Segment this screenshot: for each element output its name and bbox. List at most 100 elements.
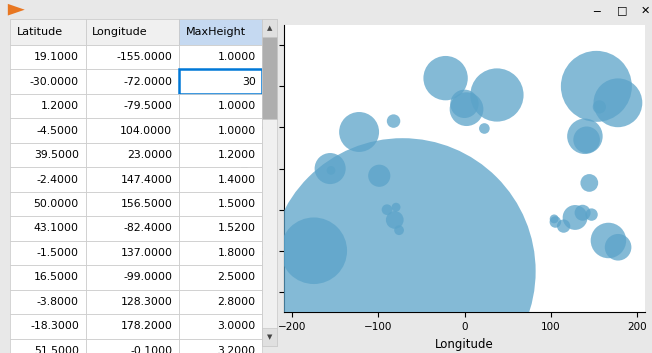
Text: 23.0000: 23.0000 (127, 150, 172, 160)
Bar (179, 265, 262, 290)
Bar (179, 192, 262, 216)
Bar (10, 290, 85, 314)
Point (594, 104, 604, 110)
Bar (85, 314, 179, 339)
Text: 43.1000: 43.1000 (34, 223, 79, 233)
Bar (10, 167, 85, 192)
Bar (179, 69, 262, 94)
Bar (262, 19, 277, 37)
Text: 50.0000: 50.0000 (34, 199, 79, 209)
Text: 2.8000: 2.8000 (218, 297, 256, 307)
Bar (85, 69, 179, 94)
Point (582, 137, 592, 143)
Text: MaxHeight: MaxHeight (186, 27, 246, 37)
Bar (10, 314, 85, 339)
Point (584, 180, 595, 186)
Text: Longitude: Longitude (92, 27, 148, 37)
Bar (262, 37, 277, 119)
Bar (85, 339, 179, 353)
Text: -0.1000: -0.1000 (130, 346, 172, 353)
Y-axis label: Latitude: Latitude (237, 144, 250, 193)
Bar (85, 118, 179, 143)
Text: ─: ─ (593, 6, 600, 16)
Bar (85, 241, 179, 265)
Text: 1.5000: 1.5000 (218, 199, 256, 209)
Bar (10, 143, 85, 167)
Bar (262, 19, 277, 346)
Text: 1.0000: 1.0000 (218, 101, 256, 111)
Text: -2.4000: -2.4000 (37, 174, 79, 185)
Point (391, 204, 401, 210)
Point (382, 207, 393, 213)
Text: Latitude: Latitude (16, 27, 63, 37)
Point (374, 173, 385, 179)
Text: ▼: ▼ (267, 334, 273, 340)
Text: -1.5000: -1.5000 (37, 248, 79, 258)
Text: 3.0000: 3.0000 (218, 321, 256, 331)
Bar (85, 167, 179, 192)
Text: ▲: ▲ (267, 25, 273, 31)
Bar (179, 216, 262, 241)
Bar (179, 241, 262, 265)
Text: 1.5200: 1.5200 (218, 223, 256, 233)
Bar (85, 290, 179, 314)
Text: -4.5000: -4.5000 (37, 126, 79, 136)
Point (394, 227, 404, 233)
Bar (179, 290, 262, 314)
Point (558, 223, 569, 229)
Bar (10, 216, 85, 241)
Text: 156.5000: 156.5000 (121, 199, 172, 209)
Bar (179, 339, 262, 353)
Bar (85, 265, 179, 290)
Text: 30: 30 (242, 77, 256, 86)
Point (326, 168, 336, 173)
Text: 2.5000: 2.5000 (218, 273, 256, 282)
Text: -3.8000: -3.8000 (37, 297, 79, 307)
Point (570, 215, 580, 220)
Text: 104.0000: 104.0000 (120, 126, 172, 136)
Text: 1.4000: 1.4000 (218, 174, 256, 185)
Text: 147.4000: 147.4000 (121, 174, 172, 185)
Point (479, 126, 490, 131)
Bar (85, 143, 179, 167)
Point (389, 118, 399, 124)
Text: 137.0000: 137.0000 (121, 248, 172, 258)
Bar (10, 241, 85, 265)
Point (578, 210, 588, 216)
Text: 178.2000: 178.2000 (121, 321, 172, 331)
Polygon shape (8, 4, 25, 16)
Bar (179, 94, 262, 118)
Point (586, 212, 597, 217)
Point (492, 92, 502, 98)
Point (397, 269, 408, 274)
Text: 3.2000: 3.2000 (218, 346, 256, 353)
Bar (10, 118, 85, 143)
Bar (10, 69, 85, 94)
Point (603, 238, 614, 243)
Bar (10, 265, 85, 290)
Text: ✕: ✕ (641, 6, 650, 16)
Bar (10, 339, 85, 353)
Text: -155.0000: -155.0000 (117, 52, 172, 62)
Point (591, 84, 602, 89)
Text: -99.0000: -99.0000 (123, 273, 172, 282)
Text: 19.1000: 19.1000 (34, 52, 79, 62)
Text: 128.3000: 128.3000 (121, 297, 172, 307)
Point (354, 129, 364, 135)
Text: 1.0000: 1.0000 (218, 126, 256, 136)
Bar (179, 167, 262, 192)
Point (308, 248, 319, 253)
Text: 51.5000: 51.5000 (34, 346, 79, 353)
Point (440, 75, 451, 81)
Bar (179, 45, 262, 69)
Bar (179, 314, 262, 339)
Point (325, 166, 335, 172)
Text: -72.0000: -72.0000 (123, 77, 172, 86)
Text: 1.0000: 1.0000 (218, 52, 256, 62)
X-axis label: Longitude: Longitude (435, 338, 494, 351)
Text: □: □ (617, 6, 628, 16)
Bar (179, 118, 262, 143)
Bar (262, 328, 277, 346)
Bar (85, 216, 179, 241)
Point (580, 133, 590, 139)
